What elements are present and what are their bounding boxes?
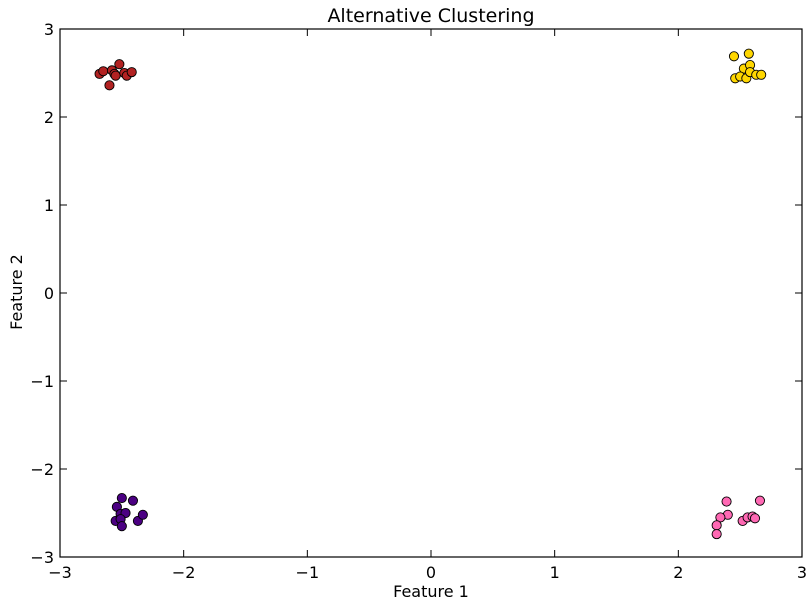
y-axis-label: Feature 2 (7, 254, 26, 330)
data-point-cluster-3 (127, 495, 139, 506)
data-point-cluster-1 (126, 67, 137, 78)
y-tick-label: −2 (30, 460, 54, 479)
x-tick-label: −2 (172, 563, 196, 582)
x-tick-label: 1 (550, 563, 560, 582)
x-tick-label: 2 (673, 563, 683, 582)
data-point-cluster-3 (137, 509, 148, 520)
y-tick-label: −1 (30, 372, 54, 391)
data-point-cluster-4 (711, 520, 722, 531)
chart-title: Alternative Clustering (327, 5, 534, 27)
y-tick-label: 0 (44, 284, 54, 303)
data-point-cluster-4 (754, 495, 766, 506)
data-point-cluster-4 (711, 529, 722, 540)
x-tick-label: −1 (296, 563, 320, 582)
x-tick-label: −3 (48, 563, 72, 582)
data-point-cluster-1 (114, 59, 125, 70)
y-tick-label: 1 (44, 196, 54, 215)
data-point-cluster-2 (756, 69, 767, 80)
data-point-cluster-4 (749, 513, 761, 524)
data-point-cluster-1 (98, 66, 109, 77)
plot-frame (59, 28, 803, 558)
data-point-cluster-2 (728, 51, 740, 62)
data-point-cluster-1 (110, 70, 121, 81)
x-tick-label: 0 (426, 563, 436, 582)
y-tick-label: −3 (30, 548, 54, 567)
x-tick-label: 3 (797, 563, 807, 582)
data-point-cluster-3 (116, 492, 127, 504)
y-tick-label: 2 (44, 108, 54, 127)
data-points (94, 48, 767, 540)
data-point-cluster-2 (743, 48, 754, 59)
data-point-cluster-1 (104, 80, 115, 91)
y-tick-label: 3 (44, 20, 54, 39)
data-point-cluster-3 (116, 521, 127, 532)
x-axis-label: Feature 1 (393, 582, 469, 601)
data-point-cluster-4 (721, 496, 732, 507)
